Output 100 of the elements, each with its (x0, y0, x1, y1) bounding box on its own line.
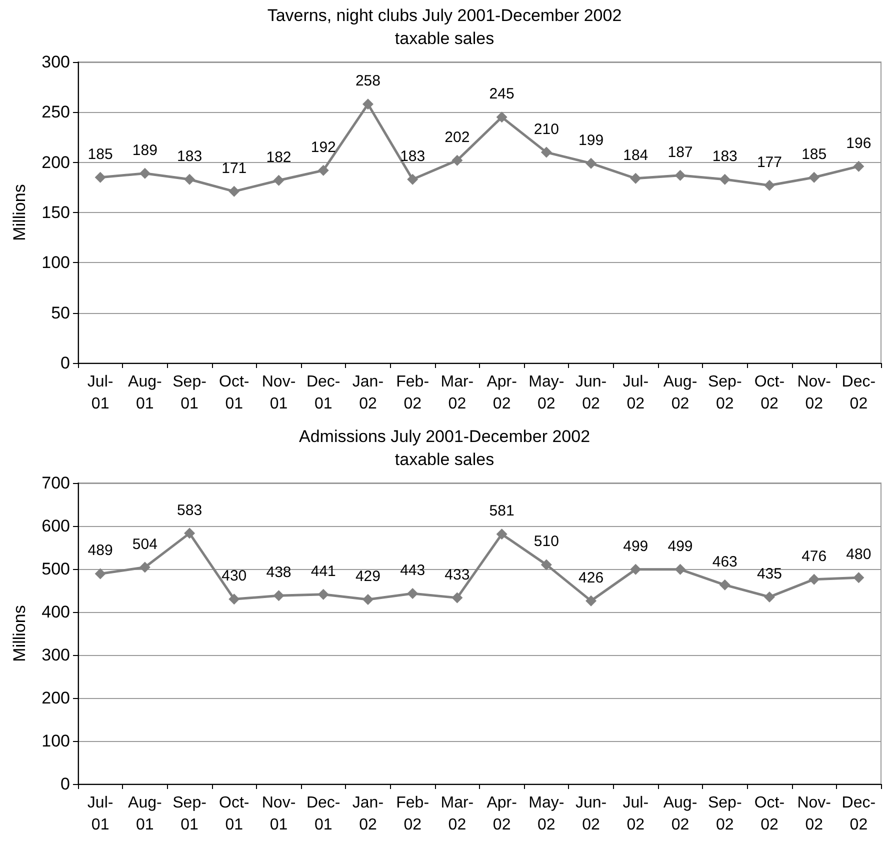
x-tick-label: Mar-02 (440, 794, 474, 834)
point (452, 592, 463, 604)
y-tick-label: 600 (42, 516, 70, 536)
x-tick-label: Dec-01 (306, 374, 340, 412)
point (853, 572, 864, 584)
x-tick-label: Sep-02 (708, 794, 742, 834)
point (407, 174, 418, 185)
point (540, 559, 552, 570)
x-tick-label: Apr-02 (486, 374, 517, 412)
data-label: 480 (846, 546, 872, 564)
point (496, 528, 508, 540)
x-tick-label: Oct-01 (219, 374, 250, 412)
data-label: 426 (578, 569, 604, 586)
y-tick-label: 250 (42, 102, 70, 122)
y-tick-label: 100 (42, 253, 70, 272)
chart-subtitle: taxable sales (394, 450, 494, 469)
data-label: 183 (177, 148, 202, 165)
data-label: 202 (444, 128, 470, 146)
point (540, 146, 552, 158)
data-label: 430 (222, 568, 247, 585)
data-label: 187 (668, 144, 693, 161)
x-tick-label: Mar-02 (440, 374, 474, 412)
x-tick-label: Jun-02 (575, 794, 607, 834)
x-tick-label: Sep-01 (172, 794, 206, 834)
x-tick-label: May-02 (528, 794, 564, 834)
data-label: 171 (222, 160, 247, 177)
x-tick-label: Jul-02 (622, 794, 649, 834)
x-tick-label: Jul-01 (87, 794, 114, 834)
data-label: 183 (712, 148, 738, 165)
x-tick-label: Nov-02 (797, 374, 831, 412)
point (273, 174, 284, 186)
x-tick-label: Jul-02 (622, 374, 649, 412)
data-label: 177 (756, 154, 782, 171)
y-axis-title: Millions (10, 605, 29, 662)
point (228, 594, 240, 605)
point (586, 158, 597, 169)
data-label: 433 (444, 566, 470, 584)
point (586, 595, 597, 606)
data-label: 245 (489, 86, 514, 103)
point (764, 591, 775, 602)
point (318, 164, 329, 176)
point (674, 170, 686, 181)
x-tick-label: Aug-02 (663, 374, 698, 412)
x-tick-label: Dec-02 (842, 794, 876, 834)
point (808, 172, 820, 183)
x-tick-label: Aug-02 (663, 794, 698, 834)
x-tick-label: Jan-02 (352, 794, 384, 834)
y-tick-label: 300 (42, 52, 70, 72)
x-tick-label: Dec-01 (306, 794, 340, 834)
point (94, 172, 106, 183)
data-label: 441 (310, 562, 336, 580)
x-tick-label: Dec-02 (842, 374, 876, 412)
data-label: 182 (266, 148, 292, 166)
chart-title: Admissions July 2001-December 2002 (298, 427, 590, 446)
data-label: 184 (623, 146, 648, 164)
x-tick-label: Aug-01 (128, 794, 162, 834)
point (808, 574, 820, 585)
x-tick-label: Oct-02 (754, 794, 785, 834)
point (184, 528, 196, 539)
point (407, 588, 418, 600)
point (452, 154, 463, 166)
point (273, 590, 284, 602)
x-tick-label: Jun-02 (575, 374, 607, 412)
y-tick-label: 200 (42, 688, 70, 708)
point (139, 562, 150, 573)
point (318, 588, 329, 600)
data-label: 199 (578, 132, 604, 149)
x-tick-label: Jan-02 (352, 374, 384, 412)
y-tick-label: 500 (42, 560, 70, 578)
data-label: 489 (88, 542, 113, 560)
point (184, 174, 196, 185)
y-tick-label: 0 (60, 354, 70, 372)
point (496, 112, 508, 123)
data-label: 499 (668, 538, 693, 555)
x-tick-label: Apr-02 (486, 794, 517, 834)
x-tick-label: Jul-01 (87, 374, 114, 412)
y-tick-label: 700 (42, 474, 70, 492)
y-tick-label: 0 (60, 774, 70, 794)
point (94, 568, 106, 580)
x-tick-label: Feb-02 (396, 374, 430, 412)
x-tick-label: Nov-01 (262, 794, 296, 834)
y-tick-label: 150 (42, 203, 70, 222)
y-tick-label: 100 (42, 732, 70, 750)
data-label: 258 (355, 72, 380, 90)
point (853, 160, 864, 172)
data-label: 504 (132, 536, 158, 553)
data-label: 185 (802, 146, 827, 163)
x-tick-label: Aug-01 (128, 374, 162, 412)
y-tick-label: 200 (42, 152, 70, 172)
x-tick-label: Feb-02 (396, 794, 430, 834)
data-label: 189 (132, 142, 158, 159)
x-tick-label: Sep-02 (708, 374, 742, 412)
point (362, 98, 374, 110)
data-label: 476 (802, 548, 827, 565)
point (764, 180, 775, 191)
x-tick-label: May-02 (528, 374, 564, 412)
data-label: 196 (846, 134, 872, 152)
data-label: 438 (266, 564, 292, 582)
point (719, 174, 730, 185)
y-axis-title: Millions (10, 184, 29, 241)
